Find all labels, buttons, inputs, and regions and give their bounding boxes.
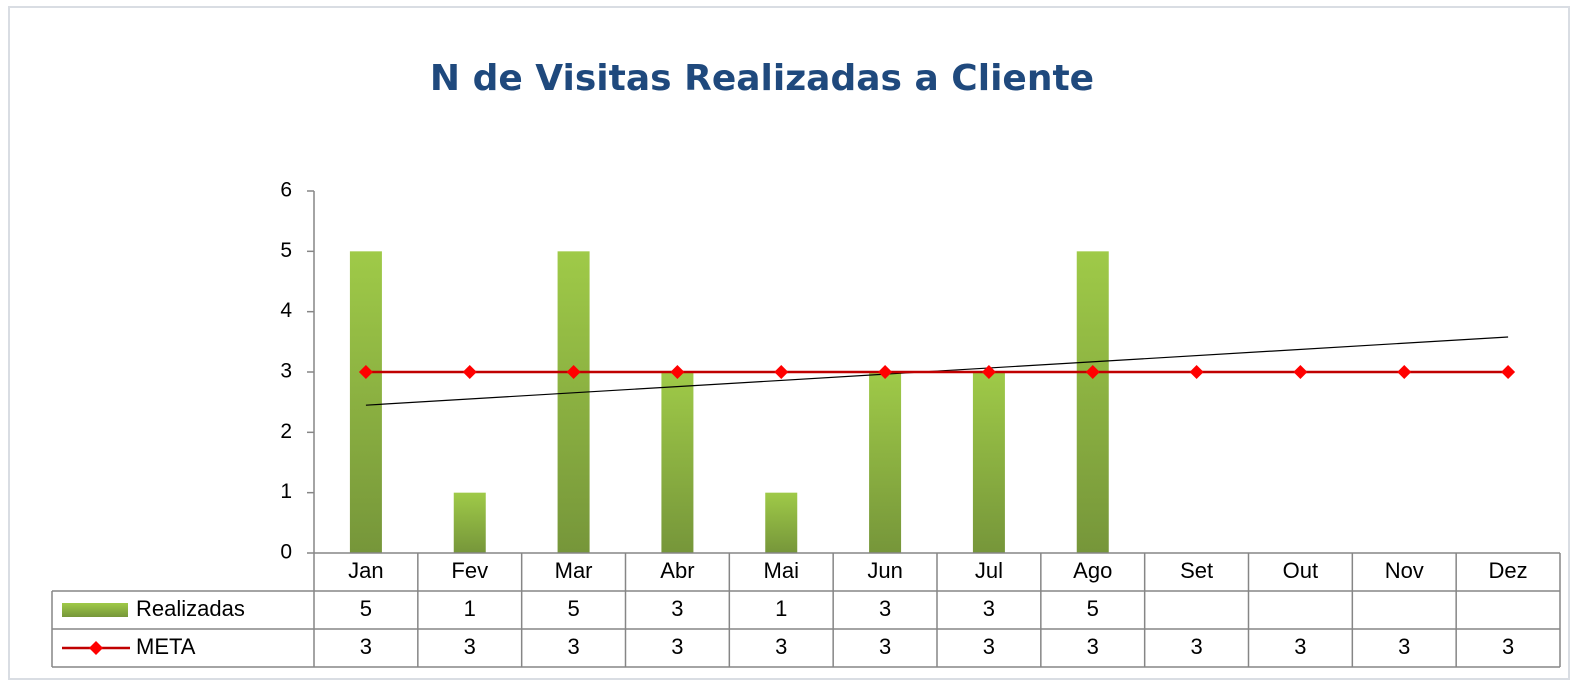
y-tick-label: 6 [280, 179, 292, 202]
line-marker [566, 365, 581, 379]
data-label: 3 [983, 596, 995, 621]
data-label: 1 [464, 596, 476, 621]
x-tick-label: Jun [867, 558, 902, 583]
line-marker [878, 365, 893, 379]
x-tick-label: Fev [451, 558, 488, 583]
x-tick-label: Nov [1385, 558, 1424, 583]
line-marker [1189, 365, 1204, 379]
data-label: 3 [879, 634, 891, 659]
data-label: 1 [775, 596, 787, 621]
data-label: 3 [983, 634, 995, 659]
line-marker [670, 365, 685, 379]
data-label: 3 [879, 596, 891, 621]
data-label: 3 [360, 634, 372, 659]
data-label: 5 [1087, 596, 1099, 621]
chart-title: N de Visitas Realizadas a Cliente [430, 58, 1094, 99]
data-label: 3 [1087, 634, 1099, 659]
x-tick-label: Ago [1073, 558, 1112, 583]
bar [453, 492, 486, 553]
data-label: 5 [567, 596, 579, 621]
data-label: 3 [1502, 634, 1514, 659]
line-marker [1085, 365, 1100, 379]
legend-label: Realizadas [136, 596, 245, 621]
x-tick-label: Mar [555, 558, 593, 583]
chart-border [8, 6, 1570, 680]
bar [1076, 251, 1109, 554]
line-marker [358, 365, 373, 379]
data-label: 3 [775, 634, 787, 659]
bar [661, 372, 694, 553]
legend-label: META [136, 634, 196, 659]
line-marker [1397, 365, 1412, 379]
y-tick-label: 2 [280, 420, 292, 443]
bar [557, 251, 590, 554]
line-marker [981, 365, 996, 379]
bar [869, 372, 902, 553]
x-tick-label: Mai [764, 558, 799, 583]
y-tick-label: 0 [280, 541, 292, 564]
y-tick-label: 5 [280, 239, 292, 262]
x-tick-label: Jul [975, 558, 1003, 583]
y-tick-label: 1 [280, 480, 292, 503]
x-tick-label: Dez [1489, 558, 1528, 583]
data-label: 5 [360, 596, 372, 621]
data-label: 3 [567, 634, 579, 659]
legend-key [62, 603, 128, 617]
bar [972, 372, 1005, 553]
bar [765, 492, 798, 553]
line-marker [462, 365, 477, 379]
y-tick-label: 3 [280, 360, 292, 383]
data-label: 3 [1190, 634, 1202, 659]
line-marker [1501, 365, 1516, 379]
line-marker [774, 365, 789, 379]
x-tick-label: Jan [348, 558, 383, 583]
y-tick-label: 4 [280, 299, 292, 322]
legend-key [89, 641, 103, 655]
line-marker [1293, 365, 1308, 379]
data-label: 3 [671, 634, 683, 659]
data-label: 3 [671, 596, 683, 621]
x-tick-label: Abr [660, 558, 694, 583]
x-tick-label: Set [1180, 558, 1213, 583]
data-label: 3 [464, 634, 476, 659]
bar [349, 251, 382, 554]
data-label: 3 [1294, 634, 1306, 659]
data-label: 3 [1398, 634, 1410, 659]
x-tick-label: Out [1283, 558, 1318, 583]
